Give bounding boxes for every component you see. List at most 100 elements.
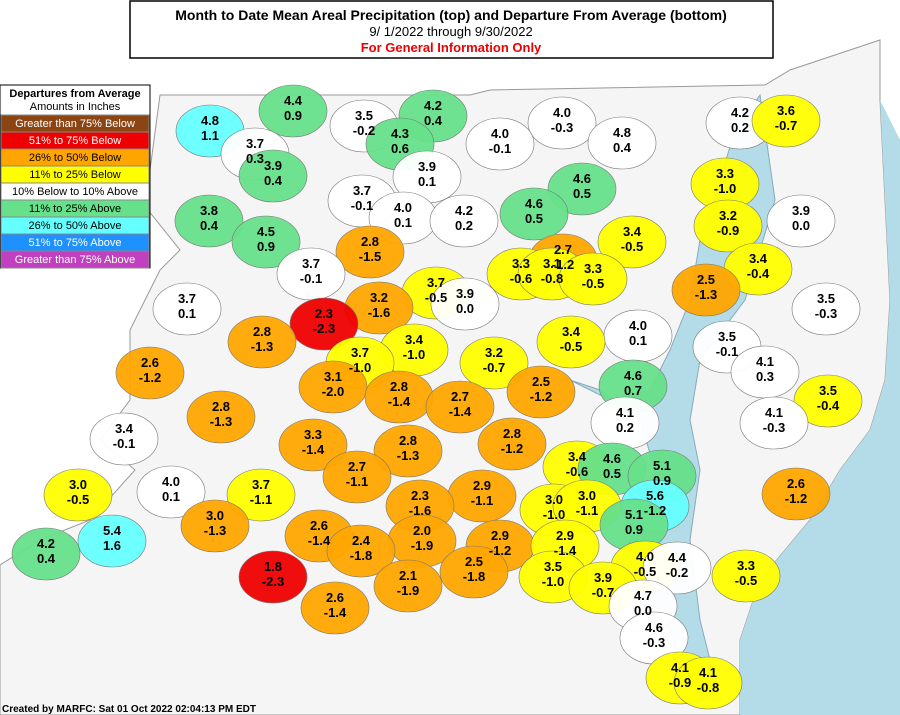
departure-label: -0.3 xyxy=(551,120,573,135)
departure-label: -1.3 xyxy=(695,287,717,302)
departure-label: -1.2 xyxy=(644,503,666,518)
departure-label: -0.1 xyxy=(113,436,135,451)
departure-label: -1.2 xyxy=(501,441,523,456)
precip-label: 2.8 xyxy=(212,399,230,414)
departure-label: 0.4 xyxy=(613,140,632,155)
departure-label: -0.3 xyxy=(763,420,785,435)
region xyxy=(429,194,499,248)
precip-label: 3.7 xyxy=(178,291,196,306)
precip-label: 3.9 xyxy=(792,203,810,218)
region xyxy=(711,549,781,603)
legend-label: Greater than 75% Below xyxy=(15,118,135,130)
departure-label: -1.8 xyxy=(350,548,372,563)
precip-label: 2.9 xyxy=(473,478,491,493)
precip-label: 3.4 xyxy=(623,224,642,239)
ocean xyxy=(740,100,900,715)
precip-label: 4.3 xyxy=(391,126,409,141)
precip-label: 3.0 xyxy=(578,488,596,503)
precip-label: 3.3 xyxy=(304,427,322,442)
note: For General Information Only xyxy=(361,40,542,55)
departure-label: -1.0 xyxy=(714,181,736,196)
footer: Created by MARFC: Sat 01 Oct 2022 02:04:… xyxy=(2,704,256,715)
legend-label: 51% to 75% Above xyxy=(29,237,122,249)
regions xyxy=(11,84,863,710)
precip-label: 4.0 xyxy=(636,549,654,564)
departure-label: 0.0 xyxy=(792,218,810,233)
precip-label: 3.5 xyxy=(355,108,373,123)
departure-label: 0.4 xyxy=(424,113,443,128)
precip-label: 5.1 xyxy=(625,507,643,522)
legend-title: Departures from Average xyxy=(9,88,140,100)
departure-label: -1.0 xyxy=(542,574,564,589)
precip-label: 2.5 xyxy=(697,272,715,287)
precip-label: 4.8 xyxy=(201,113,219,128)
precip-label: 4.0 xyxy=(629,318,647,333)
region xyxy=(152,282,222,336)
region xyxy=(425,380,495,434)
precip-label: 4.2 xyxy=(455,203,473,218)
precip-label: 3.2 xyxy=(485,345,503,360)
precip-label: 3.2 xyxy=(370,290,388,305)
legend: Departures from Average Amounts in Inche… xyxy=(0,84,151,269)
precip-label: 2.8 xyxy=(361,234,379,249)
departure-label: -0.9 xyxy=(669,675,691,690)
region xyxy=(642,541,712,595)
departure-label: -1.0 xyxy=(349,360,371,375)
title: Month to Date Mean Areal Precipitation (… xyxy=(175,7,726,23)
precip-label: 4.2 xyxy=(424,98,442,113)
departure-label: -0.2 xyxy=(353,123,375,138)
region xyxy=(115,346,185,400)
region xyxy=(459,336,529,390)
departure-label: 0.7 xyxy=(624,383,642,398)
departure-label: 0.5 xyxy=(525,211,543,226)
departure-label: 0.9 xyxy=(653,473,671,488)
precip-label: 4.1 xyxy=(756,354,774,369)
departure-label: -0.3 xyxy=(815,306,837,321)
departure-label: -1.4 xyxy=(308,533,331,548)
precip-label: 3.7 xyxy=(427,275,445,290)
region xyxy=(477,417,547,471)
labels: 4.81.14.40.9 3.5-0.24.20.43.70.34.30.64.0… xyxy=(37,93,840,695)
precip-label: 4.2 xyxy=(37,536,55,551)
departure-label: -0.5 xyxy=(425,290,447,305)
precip-label: 4.1 xyxy=(671,660,689,675)
precip-label: 2.7 xyxy=(554,242,572,257)
region xyxy=(439,545,509,599)
precip-label: 4.4 xyxy=(284,93,303,108)
region xyxy=(739,396,809,450)
departure-label: 0.2 xyxy=(731,120,749,135)
precip-label: 4.7 xyxy=(634,588,652,603)
precip-label: 3.4 xyxy=(405,332,424,347)
precip-label: 3.7 xyxy=(252,477,270,492)
region xyxy=(11,527,81,581)
departure-label: 0.9 xyxy=(625,522,643,537)
region xyxy=(136,465,206,519)
departure-label: 0.5 xyxy=(603,466,621,481)
precip-label: 3.0 xyxy=(69,477,87,492)
precip-label: 2.8 xyxy=(390,379,408,394)
departure-label: -1.2 xyxy=(530,389,552,404)
departure-label: 0.2 xyxy=(616,420,634,435)
precip-label: 2.9 xyxy=(491,528,509,543)
departure-label: -1.0 xyxy=(403,347,425,362)
region xyxy=(326,524,396,578)
region xyxy=(693,199,763,253)
dates: 9/ 1/2022 through 9/30/2022 xyxy=(369,24,532,39)
departure-label: 0.2 xyxy=(455,218,473,233)
region xyxy=(499,187,569,241)
departure-label: -1.1 xyxy=(576,503,598,518)
precip-label: 3.7 xyxy=(351,345,369,360)
precip-label: 4.1 xyxy=(765,405,783,420)
region xyxy=(536,315,606,369)
precip-label: 3.5 xyxy=(817,291,835,306)
departure-label: 0.5 xyxy=(573,186,591,201)
departure-label: -0.7 xyxy=(775,118,797,133)
region xyxy=(673,656,743,710)
precip-label: 2.3 xyxy=(315,306,333,321)
precip-label: 4.8 xyxy=(613,125,631,140)
precip-label: 4.1 xyxy=(616,405,634,420)
precip-label: 3.5 xyxy=(819,383,837,398)
precip-label: 2.0 xyxy=(413,523,431,538)
region xyxy=(300,581,370,635)
